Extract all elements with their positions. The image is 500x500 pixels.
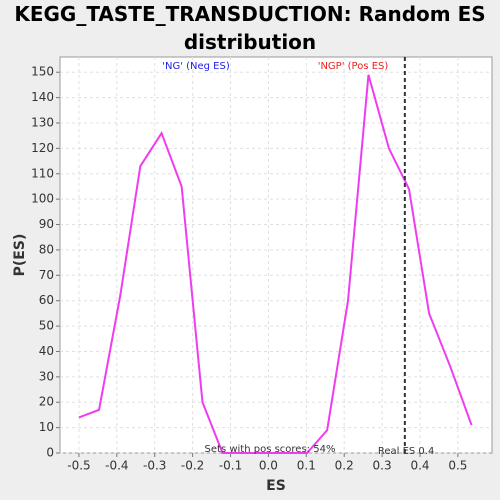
chart-title: KEGG_TASTE_TRANSDUCTION: Random ES distr… bbox=[14, 2, 486, 54]
y-tick-label: 140 bbox=[31, 90, 54, 104]
y-tick-label: 90 bbox=[39, 217, 54, 231]
y-tick-label: 150 bbox=[31, 65, 54, 79]
y-tick-label: 80 bbox=[39, 242, 54, 256]
y-tick-label: 0 bbox=[46, 446, 54, 460]
y-tick-label: 120 bbox=[31, 141, 54, 155]
x-tick-label: -0.3 bbox=[143, 459, 166, 473]
y-tick-label: 20 bbox=[39, 395, 54, 409]
y-tick-label: 130 bbox=[31, 116, 54, 130]
x-tick-label: 0.0 bbox=[259, 459, 278, 473]
x-tick-label: 0.4 bbox=[410, 459, 429, 473]
y-tick-label: 30 bbox=[39, 369, 54, 383]
x-tick-label: 0.1 bbox=[297, 459, 316, 473]
y-tick-label: 110 bbox=[31, 166, 54, 180]
real-es-label: Real ES 0.4 bbox=[378, 446, 434, 457]
y-tick-label: 10 bbox=[39, 420, 54, 434]
y-axis-label: P(ES) bbox=[12, 234, 28, 277]
x-tick-label: 0.5 bbox=[448, 459, 467, 473]
plot-area bbox=[59, 56, 493, 454]
x-tick-label: -0.5 bbox=[67, 459, 90, 473]
x-tick-label: 0.2 bbox=[335, 459, 354, 473]
annotation: 'NG' (Neg ES) bbox=[162, 61, 230, 72]
y-tick-label: 60 bbox=[39, 293, 54, 307]
y-tick-label: 40 bbox=[39, 344, 54, 358]
x-tick-label: -0.1 bbox=[219, 459, 242, 473]
y-tick-label: 70 bbox=[39, 268, 54, 282]
x-tick-label: -0.4 bbox=[105, 459, 128, 473]
x-tick-label: 0.3 bbox=[373, 459, 392, 473]
y-tick-label: 50 bbox=[39, 319, 54, 333]
annotation: 'NGP' (Pos ES) bbox=[318, 61, 389, 72]
annotation: Sets with pos scores: 54% bbox=[205, 444, 336, 455]
y-tick-label: 100 bbox=[31, 192, 54, 206]
x-tick-label: -0.2 bbox=[181, 459, 204, 473]
x-axis-label: ES bbox=[266, 478, 286, 494]
data-line bbox=[78, 74, 473, 454]
